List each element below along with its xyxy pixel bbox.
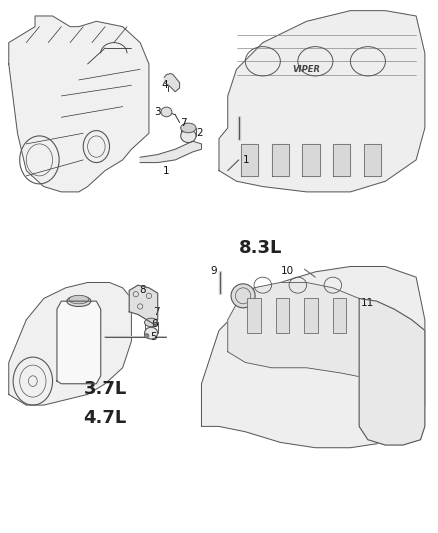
Polygon shape <box>219 11 425 192</box>
FancyBboxPatch shape <box>247 298 261 333</box>
FancyBboxPatch shape <box>276 298 289 333</box>
Ellipse shape <box>67 296 91 306</box>
Ellipse shape <box>145 334 149 338</box>
Text: 9: 9 <box>210 266 217 276</box>
FancyBboxPatch shape <box>333 298 346 333</box>
Text: 10: 10 <box>280 266 293 276</box>
Polygon shape <box>129 285 158 325</box>
Text: 3: 3 <box>154 107 161 117</box>
Polygon shape <box>9 282 131 405</box>
Ellipse shape <box>69 295 88 304</box>
Ellipse shape <box>180 130 196 143</box>
Text: 1: 1 <box>243 155 250 165</box>
Ellipse shape <box>145 318 158 327</box>
Polygon shape <box>302 144 320 176</box>
Text: 3.7L: 3.7L <box>84 380 127 398</box>
Polygon shape <box>164 74 180 92</box>
Text: 1: 1 <box>163 166 170 175</box>
Polygon shape <box>57 301 101 384</box>
Ellipse shape <box>180 123 196 133</box>
Text: 4: 4 <box>161 80 168 90</box>
Ellipse shape <box>231 284 255 308</box>
Polygon shape <box>333 144 350 176</box>
Text: 8.3L: 8.3L <box>239 239 283 257</box>
Polygon shape <box>241 144 258 176</box>
Text: 4.7L: 4.7L <box>84 409 127 427</box>
Text: 2: 2 <box>196 128 203 138</box>
Polygon shape <box>9 16 149 192</box>
Text: 11: 11 <box>361 298 374 308</box>
Polygon shape <box>364 144 381 176</box>
Polygon shape <box>201 266 425 448</box>
Polygon shape <box>272 144 289 176</box>
Text: 7: 7 <box>152 307 159 317</box>
Text: 5: 5 <box>150 332 157 342</box>
FancyBboxPatch shape <box>304 298 318 333</box>
Polygon shape <box>228 282 385 378</box>
Text: VIPER: VIPER <box>293 65 321 74</box>
Text: 7: 7 <box>180 118 187 127</box>
Text: 8: 8 <box>139 286 146 295</box>
Polygon shape <box>359 298 425 445</box>
Ellipse shape <box>161 107 172 117</box>
Text: 6: 6 <box>151 319 158 328</box>
Ellipse shape <box>145 327 158 339</box>
Polygon shape <box>140 141 201 163</box>
